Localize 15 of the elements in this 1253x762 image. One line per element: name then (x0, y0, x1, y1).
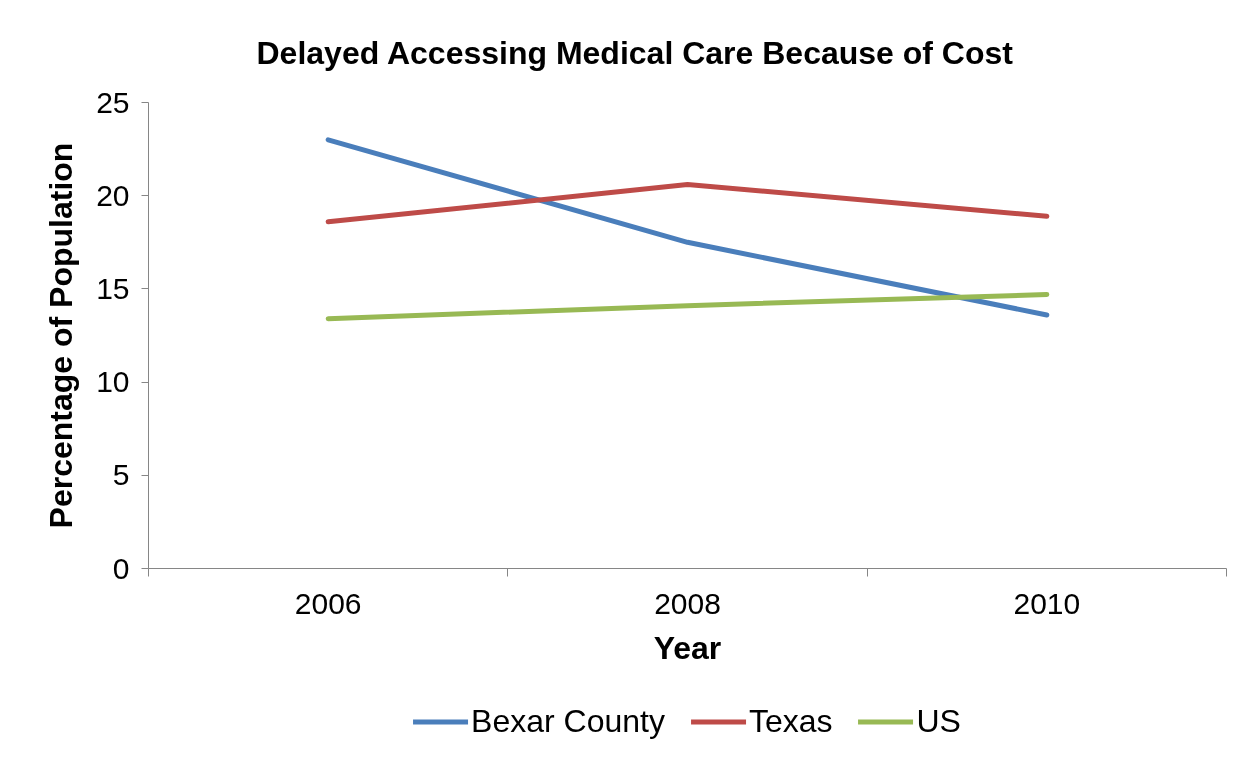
x-tick-label: 2006 (294, 586, 362, 620)
y-tick-label: 10 (96, 365, 130, 399)
y-tick-label: 15 (96, 271, 130, 305)
y-tick-label: 20 (96, 178, 130, 212)
legend-label: US (916, 702, 961, 740)
y-tick-label: 5 (112, 458, 130, 492)
x-tick-label: 2010 (1013, 586, 1081, 620)
y-tick-label: 25 (96, 85, 130, 119)
x-axis-title: Year (653, 629, 722, 666)
legend-label: Bexar County (471, 702, 665, 740)
y-tick-label: 0 (112, 551, 130, 585)
legend-label: Texas (748, 702, 833, 740)
x-tick-label: 2008 (654, 586, 721, 620)
y-axis-title: Percentage of Population (43, 142, 80, 529)
chart-title: Delayed Accessing Medical Care Because of Cost (256, 34, 1014, 71)
